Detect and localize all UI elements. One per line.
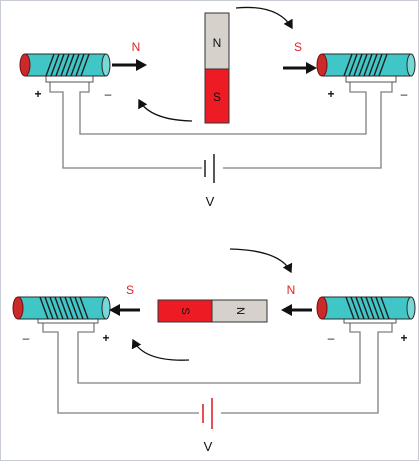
top-left-coil: + –: [19, 53, 112, 101]
top-battery-label: V: [206, 194, 215, 209]
bottom-left-coil-end: [101, 296, 111, 320]
top-inner-wire: [79, 82, 367, 135]
top-magnet: N S: [204, 12, 230, 124]
bottom-right-coil-windings: [345, 296, 390, 320]
top-magnet-north-label: N: [213, 36, 222, 50]
bottom-north-field-arrow: N: [281, 283, 312, 316]
bottom-magnet-north-label: N: [234, 307, 246, 315]
top-left-coil-end: [101, 53, 111, 77]
top-circuit: V + – N: [19, 6, 416, 209]
bottom-right-coil-end: [406, 296, 416, 320]
top-left-pole-label: N: [132, 40, 141, 54]
bottom-inner-wire: [77, 323, 361, 384]
bottom-magnet-south-label: S: [179, 307, 191, 314]
top-left-coil-windings: [45, 53, 90, 77]
bottom-left-coil-windings: [39, 296, 89, 320]
bottom-left-coil-cap: [12, 296, 24, 320]
bottom-right-coil-cap: [316, 296, 328, 320]
top-battery: V: [202, 154, 222, 209]
top-magnet-north: [204, 12, 230, 70]
top-left-terminal-minus: –: [105, 87, 112, 101]
top-magnet-south: [204, 68, 230, 124]
bottom-outer-wire-left: [42, 323, 200, 414]
top-right-pole-label: S: [294, 40, 302, 54]
top-magnet-south-label: S: [213, 90, 221, 104]
top-left-terminal-plus: +: [34, 87, 41, 101]
bottom-battery: V: [199, 398, 221, 454]
bottom-magnet: S N: [157, 299, 268, 323]
bottom-right-pole-label: N: [287, 283, 296, 297]
bottom-wires: [42, 323, 393, 414]
bottom-left-pole-label: S: [126, 283, 134, 297]
top-outer-wire-left: [49, 82, 203, 169]
top-right-terminal-plus: +: [327, 87, 334, 101]
bottom-right-terminal-minus: –: [328, 331, 335, 345]
top-right-coil-windings: [343, 53, 388, 77]
top-right-coil-cap: [316, 53, 328, 77]
bottom-left-terminal-minus: –: [23, 331, 30, 345]
bottom-rotation-arrow-lower: [131, 338, 190, 361]
top-right-coil: + –: [316, 53, 416, 101]
top-right-coil-end: [406, 53, 416, 77]
bottom-circuit: V – + S: [12, 248, 416, 454]
bottom-outer-wire-right: [220, 323, 393, 414]
top-left-coil-cap: [19, 53, 31, 77]
bottom-left-terminal-plus: +: [102, 331, 109, 345]
bottom-magnet-north: [211, 299, 268, 323]
bottom-battery-label: V: [204, 439, 213, 454]
top-north-field-arrow: N: [112, 40, 147, 71]
top-wires: [49, 82, 393, 169]
bottom-right-terminal-plus: +: [400, 331, 407, 345]
bottom-left-coil: – +: [12, 296, 111, 345]
bottom-rotation-arrow-upper: [229, 248, 293, 274]
bottom-south-field-arrow: S: [109, 283, 140, 316]
top-rotation-arrow-upper: [235, 6, 293, 30]
top-south-field-arrow: S: [283, 40, 317, 74]
top-rotation-arrow-lower: [138, 98, 193, 122]
top-outer-wire-right: [223, 82, 393, 169]
bottom-right-coil: – +: [316, 296, 416, 345]
top-right-terminal-minus: –: [401, 87, 408, 101]
